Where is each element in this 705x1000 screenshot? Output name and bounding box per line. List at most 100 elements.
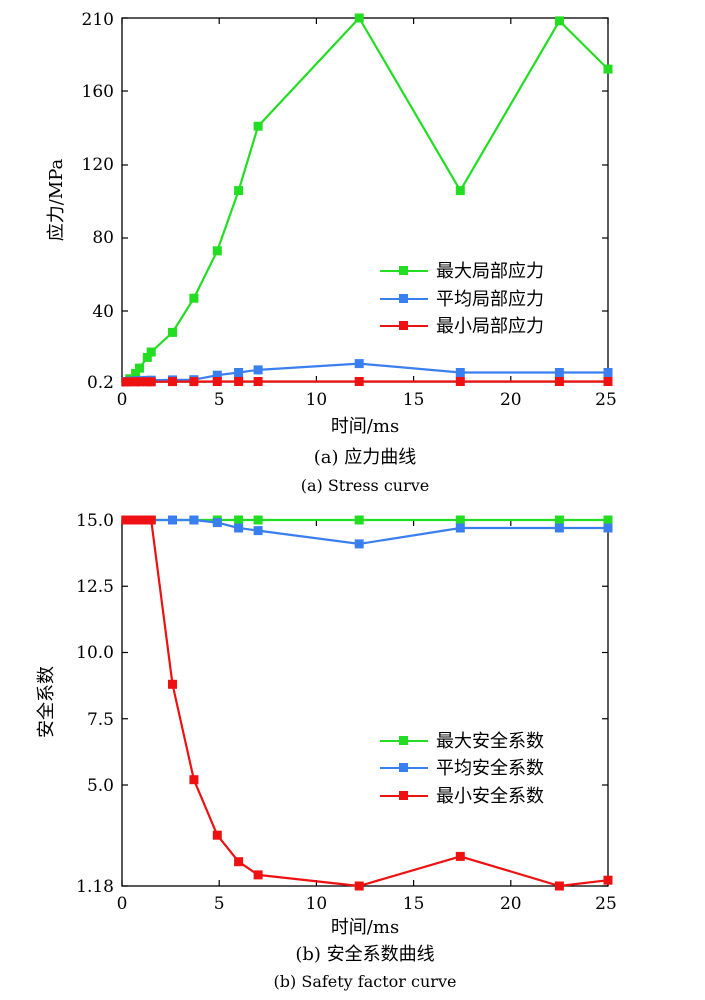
safety-caption-en: (b) Safety factor curve <box>274 972 457 991</box>
legend-label-avg-safety: 平均安全系数 <box>436 758 544 779</box>
legend-label-avg-stress: 平均局部应力 <box>436 289 544 310</box>
safety-xtick-labels: 0 5 10 15 20 25 <box>117 894 617 914</box>
data-point-min-safety <box>554 881 564 891</box>
legend-marker-min-stress <box>399 321 408 330</box>
data-point-min-stress <box>455 377 465 386</box>
data-point-avg-safety <box>603 523 613 533</box>
data-point-max-stress <box>168 327 177 337</box>
safety-ytick-label: 12.5 <box>76 577 114 597</box>
stress-ytick-label: 40 <box>92 302 114 322</box>
legend-marker-avg-stress <box>399 294 408 303</box>
data-point-min-safety <box>212 830 222 840</box>
data-point-min-safety <box>146 515 156 525</box>
safety-yaxis-title: 安全系数 <box>36 666 57 738</box>
data-point-max-stress <box>253 121 263 131</box>
data-point-avg-stress <box>212 370 222 380</box>
stress-xaxis-title: 时间/ms <box>331 416 399 437</box>
data-point-avg-safety <box>168 515 177 525</box>
series-min-stress <box>121 377 613 387</box>
safety-xtick-label: 10 <box>306 894 328 914</box>
data-point-max-stress <box>146 347 156 357</box>
data-point-min-safety <box>354 881 364 891</box>
safety-xtick-label: 25 <box>595 894 617 914</box>
data-point-max-stress <box>131 368 141 378</box>
data-point-max-stress <box>455 186 465 196</box>
safety-caption-cn: (b) 安全系数曲线 <box>295 944 434 965</box>
data-point-min-safety <box>455 851 465 861</box>
safety-plot-area <box>121 515 613 891</box>
data-point-avg-safety <box>554 523 564 533</box>
data-point-min-safety <box>135 515 144 525</box>
legend-label-min-stress: 最小局部应力 <box>436 316 544 337</box>
safety-ytick-label: 15.0 <box>76 511 114 531</box>
stress-xtick-labels: 0 5 10 15 20 25 <box>117 390 617 410</box>
data-point-max-stress <box>142 352 152 362</box>
series-min-safety <box>121 515 613 891</box>
data-point-avg-safety <box>189 515 199 525</box>
stress-ytick-label: 160 <box>82 82 114 102</box>
data-point-avg-safety <box>253 526 263 536</box>
data-point-max-stress <box>212 246 222 256</box>
data-point-min-stress <box>168 377 177 387</box>
data-point-avg-stress <box>554 368 564 377</box>
data-point-min-stress <box>135 377 144 387</box>
data-point-min-stress <box>234 377 244 386</box>
data-point-min-safety <box>168 679 177 689</box>
safety-xtick-label: 0 <box>117 894 128 914</box>
data-point-max-stress <box>189 293 199 303</box>
data-point-max-safety <box>603 515 613 525</box>
stress-caption-en: (a) Stress curve <box>301 476 430 495</box>
data-point-min-safety <box>603 875 613 885</box>
data-point-max-safety <box>354 515 364 525</box>
stress-xtick-label: 0 <box>117 390 128 410</box>
stress-xtick-label: 5 <box>214 390 225 410</box>
data-point-avg-safety <box>234 523 244 533</box>
data-point-min-stress <box>212 377 222 386</box>
stress-ytick-label: 80 <box>92 228 114 248</box>
stress-chart-panel: 0 5 10 15 20 25 0.2 40 80 120 160 210 时间… <box>46 10 617 495</box>
series-line-min-safety <box>125 518 609 888</box>
data-point-max-stress <box>354 13 364 23</box>
stress-legend: 最大局部应力 平均局部应力 最小局部应力 <box>380 261 544 337</box>
stress-ytick-label: 210 <box>82 10 114 30</box>
safety-legend: 最大安全系数 平均安全系数 最小安全系数 <box>380 731 544 807</box>
data-point-max-stress <box>603 64 613 74</box>
safety-tick-marks <box>121 519 609 887</box>
data-point-min-safety <box>125 515 135 525</box>
data-point-avg-safety <box>455 523 465 533</box>
safety-xtick-label: 15 <box>403 894 425 914</box>
legend-marker-avg-safety <box>399 763 408 772</box>
stress-ytick-label: 0.2 <box>87 373 114 393</box>
stress-xtick-label: 15 <box>403 390 425 410</box>
data-point-min-stress <box>253 377 263 386</box>
legend-marker-max-safety <box>399 736 408 745</box>
safety-ytick-label: 5.0 <box>87 776 114 796</box>
data-point-min-stress <box>125 377 135 387</box>
safety-xaxis-title: 时间/ms <box>331 917 399 938</box>
legend-label-max-safety: 最大安全系数 <box>436 731 544 752</box>
data-point-min-stress <box>189 377 199 387</box>
data-point-avg-safety <box>212 518 222 528</box>
stress-yaxis-title: 应力/MPa <box>46 158 67 241</box>
data-point-max-safety <box>253 515 263 525</box>
data-point-avg-stress <box>234 368 244 377</box>
data-point-min-safety <box>189 775 199 785</box>
data-point-min-stress <box>146 377 156 387</box>
data-point-avg-stress <box>354 359 364 369</box>
safety-ytick-label: 7.5 <box>87 710 114 730</box>
data-point-max-stress <box>234 186 244 196</box>
safety-plot-frame <box>121 519 609 887</box>
safety-xtick-label: 20 <box>500 894 522 914</box>
stress-plot-area <box>121 13 613 387</box>
legend-marker-max-stress <box>399 266 408 275</box>
data-point-max-safety <box>234 515 244 525</box>
data-point-avg-safety <box>354 539 364 549</box>
data-point-min-safety <box>253 870 263 880</box>
safety-factor-chart-panel: 0 5 10 15 20 25 1.18 5.0 7.5 10.0 12.5 1… <box>36 511 617 991</box>
data-point-max-stress <box>554 16 564 26</box>
stress-xtick-label: 25 <box>595 390 617 410</box>
data-point-max-safety <box>455 515 465 525</box>
data-point-avg-stress <box>603 368 613 377</box>
safety-xtick-label: 5 <box>214 894 225 914</box>
